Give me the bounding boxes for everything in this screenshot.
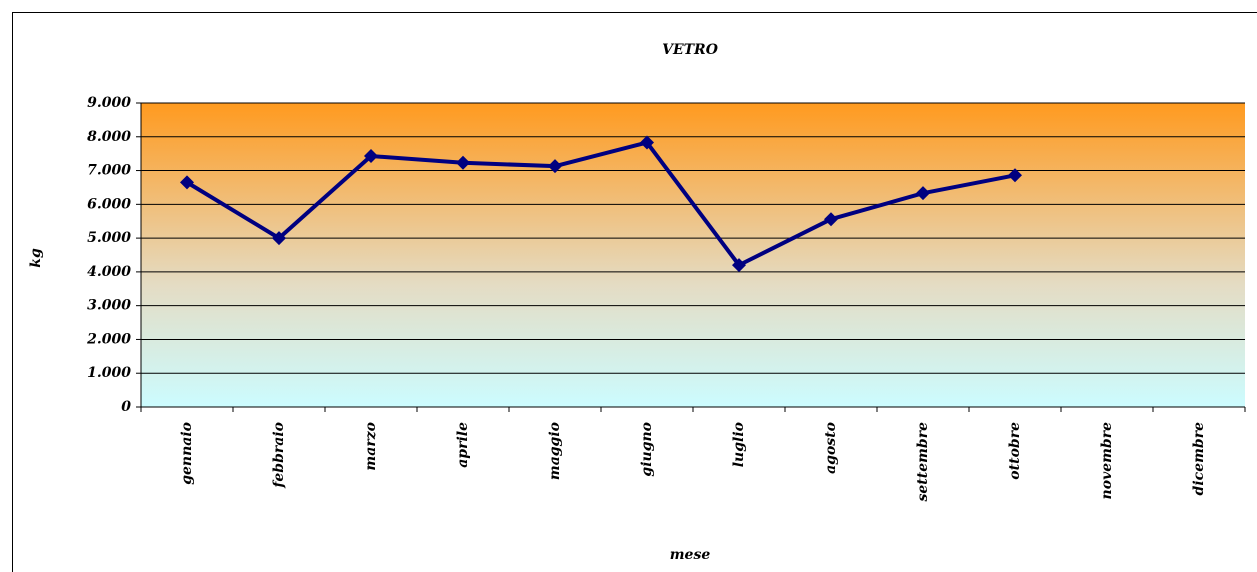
point-marker: [180, 175, 194, 190]
point-marker: [272, 231, 286, 246]
point-marker: [1008, 168, 1022, 183]
y-tick-label: 5.000: [87, 230, 131, 246]
x-tick-label: agosto: [823, 422, 839, 474]
series-line: [185, 140, 1016, 268]
point-marker: [364, 149, 378, 164]
y-tick-label: 1.000: [87, 365, 131, 381]
point-marker: [824, 212, 838, 227]
x-tick-label: aprile: [455, 422, 471, 468]
y-tick-label: 9.000: [87, 95, 131, 111]
x-tick-label: gennaio: [179, 422, 195, 485]
y-tick-label: 0: [121, 399, 131, 415]
x-tick-label: ottobre: [1007, 422, 1023, 480]
x-tick-label: novembre: [1099, 422, 1115, 500]
point-marker: [916, 186, 930, 201]
point-marker: [640, 135, 654, 150]
y-tick-label: 4.000: [87, 264, 131, 280]
x-tick-label: giugno: [639, 422, 655, 477]
x-tick-label: settembre: [915, 422, 931, 502]
point-marker: [732, 258, 746, 273]
plot-area: [141, 103, 1245, 407]
x-tick-label: dicembre: [1191, 422, 1207, 496]
x-tick-label: luglio: [731, 422, 747, 467]
x-tick-label: maggio: [547, 422, 563, 480]
chart-title: VETRO: [662, 42, 719, 58]
y-tick-label: 3.000: [87, 298, 131, 314]
x-tick-label: marzo: [363, 422, 379, 471]
point-marker: [548, 159, 562, 174]
x-axis-label: mese: [670, 547, 711, 563]
x-tick-label: febbraio: [271, 422, 287, 489]
y-tick-label: 7.000: [87, 163, 131, 179]
y-axis-label: kg: [28, 248, 44, 268]
y-tick-label: 2.000: [86, 331, 131, 347]
point-marker: [456, 155, 470, 170]
y-tick-label: 6.000: [87, 196, 131, 212]
y-tick-label: 8.000: [87, 129, 131, 145]
